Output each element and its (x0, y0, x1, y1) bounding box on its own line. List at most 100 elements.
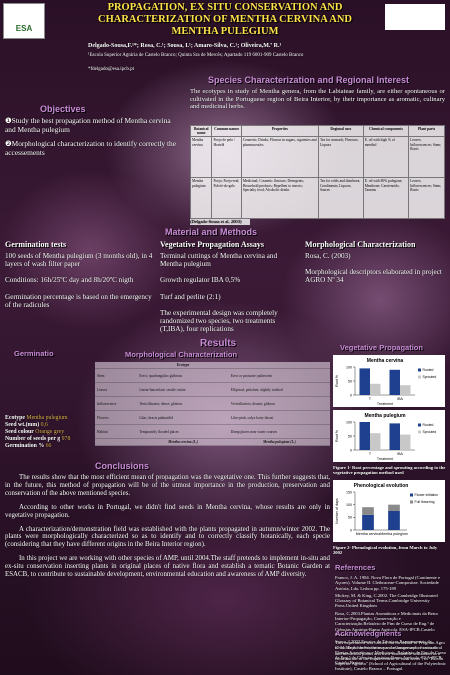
germination-row: Seed wt.(mm) 0,6 (5, 422, 100, 429)
objective: ❷Morphological characterization to ident… (5, 139, 176, 157)
table-cell: E. oil with high % of menthol (362, 136, 410, 179)
table-header-cell: Regional uses (317, 124, 364, 138)
paragraph: Rosa, C. (2003) (305, 252, 351, 260)
legend-label: Rooted (423, 423, 434, 427)
germination-row: Ecotype Mentha pulegium (5, 415, 100, 422)
section-heading: Objectives (40, 104, 86, 114)
section-heading: Material and Methods (165, 227, 258, 237)
paragraph: Terminal cuttings of Mentha cervina and … (160, 252, 278, 269)
section-heading: Morphological Characterization (125, 350, 238, 359)
reference: Mickey, M. & King, C.2002. The Cambridge… (335, 592, 438, 609)
table-cell: Leaves (95, 382, 138, 397)
table-row: Leaves Linear-lanceolate; sessile; entire… (95, 382, 330, 397)
germination-row: Germination % 66 (5, 443, 100, 450)
x-tick-label: Mentha pulegium (380, 532, 408, 536)
paragraph: The results show that the most efficient… (5, 474, 330, 497)
title: PROPAGATION, EX SITU CONSERVATION AND CHA… (70, 2, 380, 38)
table-row: Inflorescence Verticillasters; dense; glo… (95, 396, 330, 411)
partner-logos (385, 4, 445, 30)
table-cell: Mentha cervina (189, 136, 213, 179)
reference: Sousa, I.2003.Ensaios de Técnicas Experi… (335, 639, 447, 666)
table-header-cell (95, 362, 138, 369)
bar (388, 504, 400, 511)
paragraph: Conditions: 16h/25ºC day and 8h/20ºC nig… (5, 276, 134, 285)
legend-swatch (418, 368, 421, 372)
section-heading: Species Characterization and Regional In… (208, 75, 410, 85)
table-cell: Poejo; Poejo-real; Poleió-do-galo (211, 177, 242, 220)
table-cell: Leaves; Inflorescences; Stem; Roots (408, 177, 445, 220)
paragraph: 100 seeds of Mentha pulegium (3 months o… (5, 252, 153, 269)
table-cell: Lilac-pink; calyx hairy throat (228, 410, 330, 425)
acknowledgments-text: This experiment was carried out on behal… (335, 640, 446, 672)
subsection-text: Terminal cuttings of Mentha cervina and … (160, 252, 300, 333)
legend-swatch (410, 493, 413, 497)
y-tick-label: 100 (346, 365, 352, 369)
section-heading: References (335, 563, 376, 572)
table-header-cell: Chemical components (362, 124, 410, 138)
paragraph: According to other works in Portugal, we… (5, 503, 330, 519)
table-cell: Temporarily flooded places (137, 424, 229, 439)
chart: Mentha cervina Root % Treatment 0 50 100 T IBA R… (333, 355, 445, 407)
legend-swatch (410, 500, 413, 504)
species-table: Botanical name Common names Properties Regi… (189, 124, 445, 220)
title-line: CHARACTERIZATION OF MENTHA CERVINA AND (98, 14, 352, 25)
germination-label: Germination % (5, 443, 45, 449)
legend-swatch (418, 423, 421, 427)
table-cell: Verticillasters; distant; globose (228, 396, 330, 411)
bar (362, 506, 374, 515)
table-row: Mentha cervina Poejo de pelo / Hortelã Cos… (189, 136, 445, 179)
table-header-cell: Properties (240, 124, 319, 138)
subsection-text: 100 seeds of Mentha pulegium (3 months o… (5, 252, 153, 309)
chart-title: Mentha pulegium (364, 413, 406, 419)
bar (362, 514, 374, 530)
logo: ESA (3, 3, 45, 39)
table-header-cell: Ecotype (137, 362, 229, 369)
table-cell: Elliptical; petiolate; slightly toothed (228, 382, 330, 397)
subsection-heading: Vegetative Propagation Assays (160, 240, 264, 249)
table-row: Ecotype (95, 362, 330, 369)
objective: ❶Study the best propagation method of Me… (5, 116, 171, 134)
table-row: Habitat Temporarily flooded places Damp pl… (95, 424, 330, 439)
table-row: Stem Erect; quadrangular; glabrous Erect o… (95, 368, 330, 383)
bar (359, 368, 370, 395)
table-header-cell: Common names (211, 124, 242, 138)
vegetative-figures: Mentha cervina Root % Treatment 0 50 100 T IBA R… (333, 355, 447, 555)
table-footer-cell: Mentha pulegium (L.) (228, 438, 330, 446)
species-text: The ecotypes in study of Mentha genera, … (190, 88, 445, 111)
references-list: Franco, J. A. 1984. Nova Flora de Portug… (335, 575, 447, 668)
y-tick-label: 0 (350, 448, 352, 452)
table-cell: Verticillasters; dense; globose (137, 396, 229, 411)
table-cell: Leaves; Inflorescences; Stem; Roots (408, 136, 445, 179)
y-tick-label: 150 (346, 490, 352, 494)
table-row: Botanical name Common names Properties Regi… (189, 124, 445, 138)
x-tick-label: T (369, 397, 372, 401)
chart: Phenological evolution Number of days 0 50 1… (333, 479, 445, 542)
affiliation: ¹Escola Superior Agrária de Castelo Bran… (88, 53, 304, 58)
y-axis-label: Root % (335, 429, 339, 442)
bar (359, 422, 370, 450)
x-tick-label: Mentha cervina (356, 532, 381, 536)
reference: Franco, J. A. 1984. Nova Flora de Portug… (335, 575, 441, 591)
legend-label: Rooted (423, 368, 434, 372)
y-tick-label: 50 (348, 434, 352, 438)
table-cell: Medicinal; Cosmetic flavours; Detergents… (240, 177, 319, 220)
email: *fdelgado@esa.ipcb.pt (88, 67, 134, 72)
title-line: MENTHA PULEGIUM (171, 26, 279, 37)
germination-row: Number of seeds per g 978 (5, 436, 100, 443)
germination-results: Ecotype Mentha pulegium Seed wt.(mm) 0,6 S… (5, 415, 100, 450)
bar (400, 434, 411, 450)
table-cell: Flowers (95, 410, 138, 425)
subsection-heading: Morphological Characterization (305, 240, 416, 249)
legend-label: Sprouted (423, 375, 437, 379)
germination-value: Mentha pulegium (26, 415, 68, 421)
subsection-text: Rosa, C. (2003) Morphological descriptors… (305, 252, 447, 285)
germination-label: Number of seeds per g (5, 436, 61, 442)
chart-title: Mentha cervina (367, 358, 404, 364)
y-axis-label: Root % (335, 374, 339, 387)
chart: Mentha pulegium Root % Treatment 0 50 100 T IBA… (333, 410, 445, 462)
table-cell: Damp places near water courses (228, 424, 330, 439)
table-header-cell: Plant parts (408, 124, 445, 138)
table-cell: Erect or prostrate; pubescent (228, 368, 330, 383)
legend-swatch (418, 375, 421, 379)
table-header-cell: Botanical name (189, 124, 213, 138)
